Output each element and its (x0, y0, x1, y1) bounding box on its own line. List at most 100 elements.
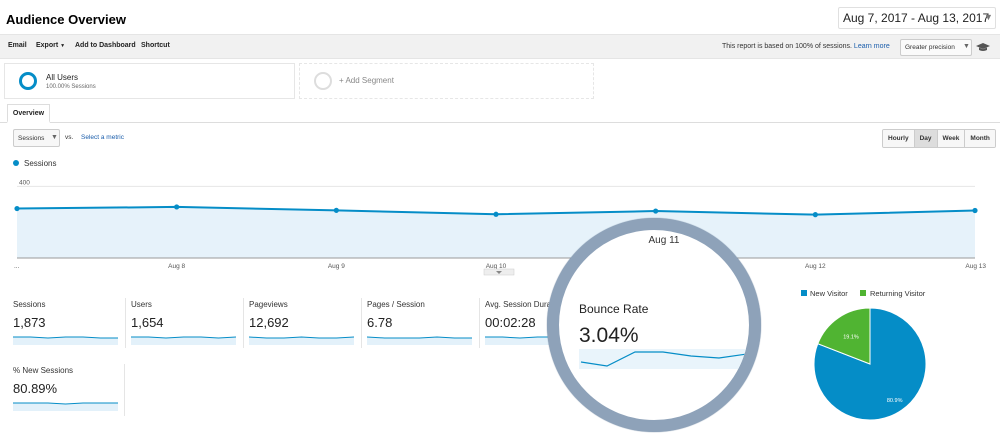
x-tick-label: ... (14, 263, 20, 270)
sessions-point (493, 211, 499, 217)
metric-card-label: Avg. Session Duration (485, 300, 565, 309)
precision-dropdown[interactable]: Greater precision ▼ (900, 39, 972, 56)
bounce-rate-value: 3.04% (579, 324, 639, 347)
metric-card[interactable]: % New Sessions 80.89% (13, 366, 119, 416)
sessions-point (812, 212, 818, 218)
metric-card-sparkline (13, 402, 118, 411)
sparkline-area (13, 337, 118, 345)
x-tick-label: Aug 13 (965, 263, 986, 270)
card-separator (124, 364, 125, 416)
learn-more-link[interactable]: Learn more (853, 43, 890, 50)
metric-card-value: 6.78 (367, 315, 393, 330)
pie-label-returning-visitor: 19.1% (843, 334, 859, 340)
chevron-down-icon: ▼ (984, 12, 993, 22)
metric-card-value: 80.89% (13, 381, 58, 396)
sessions-point (333, 207, 339, 213)
bounce-rate-sparkline (579, 349, 749, 369)
returning-visitor-legend-swatch (860, 290, 866, 296)
metric-card-value: 1,654 (131, 315, 164, 330)
magnifier-date-label: Aug 11 (648, 235, 680, 246)
period-week-button[interactable]: Week (937, 130, 966, 147)
period-toggle: Hourly Day Week Month (882, 129, 996, 148)
empty-segment-ring-icon (314, 72, 332, 90)
new-visitor-legend-swatch (801, 290, 807, 296)
sessions-point (653, 208, 659, 214)
caret-down-icon: ▼ (963, 43, 970, 50)
select-metric-link[interactable]: Select a metric (81, 134, 124, 141)
returning-visitor-legend-label: Returning Visitor (870, 289, 926, 298)
metric-card-sparkline (13, 336, 118, 345)
sparkline-line (13, 336, 118, 339)
email-button[interactable]: Email (8, 42, 27, 49)
chart-legend-label: Sessions (24, 159, 57, 168)
metric-card-sparkline (367, 336, 472, 345)
date-range-text: Aug 7, 2017 - Aug 13, 2017 (843, 11, 990, 25)
sessions-point (14, 205, 20, 212)
add-segment-label: + Add Segment (339, 76, 394, 85)
metric-card[interactable]: Users 1,654 (131, 300, 237, 350)
report-toolbar: Email Export ▼ Add to Dashboard Shortcut… (0, 34, 1000, 59)
card-separator (243, 298, 244, 348)
tab-overview[interactable]: Overview (7, 104, 50, 123)
metric-card-label: % New Sessions (13, 366, 74, 375)
period-hourly-button[interactable]: Hourly (883, 130, 915, 147)
caret-down-icon: ▼ (60, 43, 66, 49)
sparkline-line (131, 336, 237, 339)
sparkline-line (13, 402, 118, 405)
metric-card-sparkline (131, 336, 237, 345)
x-tick-label: Aug 9 (328, 263, 345, 270)
pie-slice-returning-visitor[interactable] (817, 307, 871, 365)
card-separator (125, 298, 126, 348)
sessions-legend-dot (13, 160, 19, 166)
sparkline-area (367, 337, 472, 345)
x-tick-label: Aug 12 (805, 263, 826, 270)
metric-card[interactable]: Sessions 1,873 (13, 300, 119, 350)
export-button[interactable]: Export ▼ (36, 42, 65, 49)
shortcut-button[interactable]: Shortcut (141, 42, 170, 49)
segment-all-users[interactable]: All Users 100.00% Sessions (4, 63, 295, 99)
caret-down-icon (496, 271, 502, 274)
sparkline-area (131, 337, 236, 345)
add-to-dashboard-button[interactable]: Add to Dashboard (75, 42, 136, 49)
precision-label: Greater precision (905, 44, 955, 51)
sparkline-area (249, 337, 354, 345)
card-separator (479, 298, 480, 348)
metric-card-value: 12,692 (249, 315, 289, 330)
metric-card-label: Pages / Session (367, 300, 425, 309)
graduation-cap-icon[interactable] (976, 40, 990, 54)
sparkline-line (367, 336, 472, 339)
sparkline-line (249, 336, 355, 339)
vs-label: vs. (65, 134, 74, 141)
caret-down-icon: ▼ (51, 134, 58, 141)
metric-card-label: Users (131, 300, 152, 309)
export-label: Export (36, 42, 59, 49)
add-segment-button[interactable]: + Add Segment (299, 63, 594, 99)
bounce-rate-magnifier: Aug 11 Bounce Rate 3.04% (547, 218, 761, 432)
metric-card-sparkline (249, 336, 355, 345)
period-month-button[interactable]: Month (965, 130, 995, 147)
visitor-pie-chart: 80.9% 19.1% (813, 307, 927, 421)
metric-card[interactable]: Pages / Session 6.78 (367, 300, 473, 350)
metric-card-label: Pageviews (249, 300, 288, 309)
pie-label-new-visitor: 80.9% (887, 398, 903, 404)
card-separator (361, 298, 362, 348)
sampling-note: This report is based on 100% of sessions… (722, 43, 890, 50)
segment-subtitle: 100.00% Sessions (46, 84, 96, 90)
tab-divider (0, 122, 1000, 123)
sampling-note-text: This report is based on 100% of sessions… (722, 43, 852, 50)
segment-title: All Users (46, 73, 79, 82)
metric-dropdown[interactable]: Sessions ▼ (13, 129, 60, 147)
period-day-button[interactable]: Day (914, 130, 938, 147)
sparkline-area (13, 403, 118, 411)
metric-card-value: 00:02:28 (485, 315, 536, 330)
x-tick-label: Aug 10 (486, 263, 507, 270)
bounce-rate-label: Bounce Rate (579, 302, 649, 316)
sessions-area (17, 206, 975, 258)
sessions-point (174, 204, 180, 210)
metric-card-value: 1,873 (13, 315, 46, 330)
date-range-picker[interactable]: Aug 7, 2017 - Aug 13, 2017 ▼ (838, 7, 996, 29)
x-tick-label: Aug 8 (168, 263, 185, 270)
metric-card[interactable]: Pageviews 12,692 (249, 300, 355, 350)
metric-dropdown-label: Sessions (18, 135, 45, 142)
